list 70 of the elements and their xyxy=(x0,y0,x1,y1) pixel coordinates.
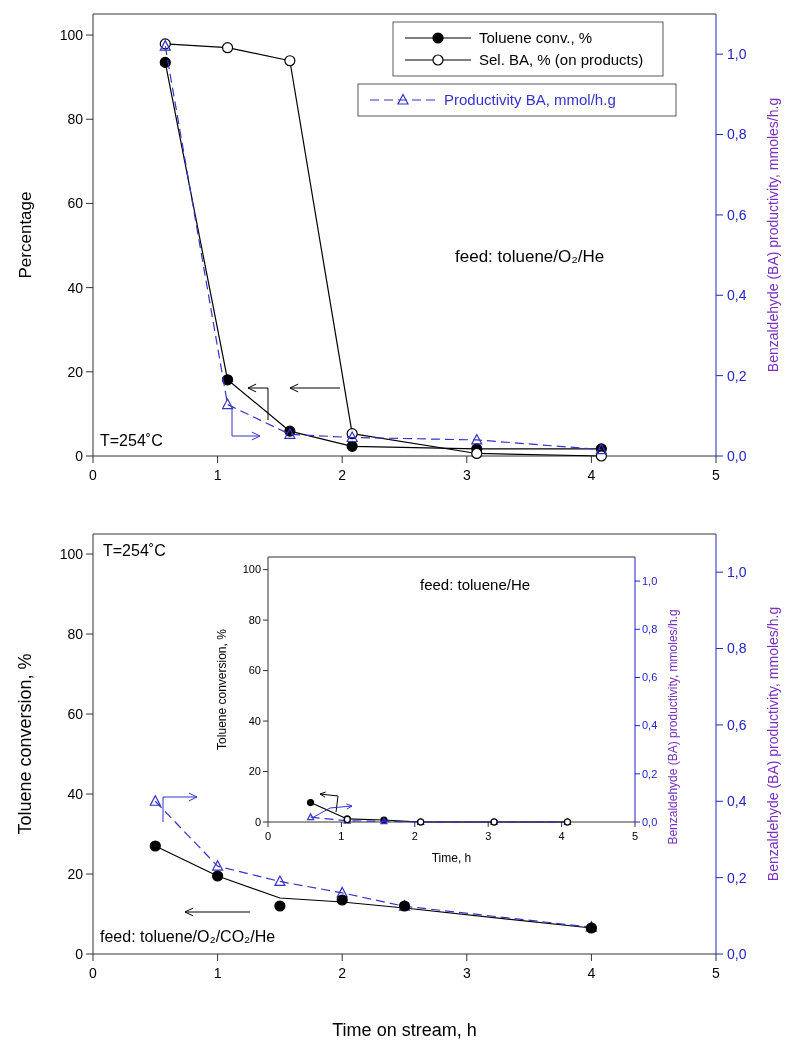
y2-tick-label: 0,8 xyxy=(642,623,658,636)
y2-tick-label: 0,2 xyxy=(642,767,658,780)
y-tick-label: 80 xyxy=(67,625,84,642)
y2-tick-label: 0,4 xyxy=(727,793,747,810)
annotation: feed: toluene/O₂/CO₂/He xyxy=(100,928,276,945)
x-tick-label: 2 xyxy=(338,467,347,483)
x-tick-label: 0 xyxy=(89,965,98,981)
y-tick-label: 0 xyxy=(75,447,84,464)
y2-axis-title: Benzaldehyde (BA) productivity, mmoles/h.g xyxy=(666,609,680,845)
x-tick-label: 4 xyxy=(587,467,596,483)
y2-tick-label: 1,0 xyxy=(642,574,658,587)
y-axis-title: Toluene conversion, % xyxy=(215,628,229,750)
x-tick-label: 5 xyxy=(631,830,639,842)
y2-tick-label: 0,4 xyxy=(642,719,658,732)
y2-tick-label: 0,6 xyxy=(642,671,658,684)
y-tick-label: 20 xyxy=(67,363,84,380)
legend-label: Sel. BA, % (on products) xyxy=(479,51,644,68)
y2-tick-label: 0,6 xyxy=(727,206,747,223)
x-tick-label: 3 xyxy=(485,830,492,842)
x-tick-label: 2 xyxy=(338,965,347,981)
y-tick-label: 0 xyxy=(254,815,261,828)
x-tick-label: 4 xyxy=(587,965,596,981)
y-tick-label: 100 xyxy=(242,563,261,576)
y-axis-title: Toluene conversion, % xyxy=(15,653,35,835)
y2-tick-label: 0,2 xyxy=(727,367,747,384)
y2-tick-label: 1,0 xyxy=(727,46,747,63)
y2-tick-label: 0,0 xyxy=(727,945,747,962)
y2-axis-title: Benzaldehyde (BA) productivity, mmoles/h.g xyxy=(765,606,781,882)
x-tick-label: 2 xyxy=(411,830,418,842)
x-tick-label: 1 xyxy=(338,830,345,842)
y-tick-label: 0 xyxy=(75,945,84,962)
y2-tick-label: 0,8 xyxy=(727,640,747,657)
y-tick-label: 40 xyxy=(67,785,84,802)
x-axis-title: Time, h xyxy=(431,851,472,865)
y-tick-label: 40 xyxy=(67,279,84,296)
y-tick-label: 60 xyxy=(248,664,261,677)
y-tick-label: 20 xyxy=(67,865,84,882)
y2-tick-label: 1,0 xyxy=(727,564,747,581)
legend-label: Productivity BA, mmol/h.g xyxy=(444,91,616,108)
y2-tick-label: 0,6 xyxy=(727,716,747,733)
x-tick-label: 1 xyxy=(213,965,222,981)
x-tick-label: 0 xyxy=(264,830,272,842)
x-tick-label: 5 xyxy=(712,965,721,981)
annotation: T=254˚C xyxy=(103,542,166,559)
y-tick-label: 80 xyxy=(248,613,261,626)
y-tick-label: 80 xyxy=(67,111,84,128)
annotation: feed: toluene/He xyxy=(420,576,531,593)
y-axis-title: Percentage xyxy=(16,191,35,279)
y2-tick-label: 0,4 xyxy=(727,287,747,304)
y-tick-label: 60 xyxy=(67,195,84,212)
y2-tick-label: 0,0 xyxy=(642,815,658,828)
y-tick-label: 100 xyxy=(59,545,84,562)
y2-axis-title: Benzaldehyde (BA) productivity, mmoles/h.g xyxy=(765,97,781,373)
x-tick-label: 3 xyxy=(462,965,471,981)
x-tick-label: 0 xyxy=(89,467,98,483)
x-tick-label: 1 xyxy=(213,467,222,483)
x-tick-label: 5 xyxy=(712,467,721,483)
x-axis-title: Time on stream, h xyxy=(332,1020,477,1040)
y2-tick-label: 0,8 xyxy=(727,126,747,143)
y-tick-label: 20 xyxy=(248,765,261,778)
x-tick-label: 3 xyxy=(462,467,471,483)
y-tick-label: 40 xyxy=(248,714,261,727)
legend-label: Toluene conv., % xyxy=(479,29,593,46)
y2-tick-label: 0,0 xyxy=(727,447,747,464)
x-tick-label: 4 xyxy=(558,830,565,842)
y2-tick-label: 0,2 xyxy=(727,869,747,886)
y-tick-label: 100 xyxy=(59,26,84,43)
y-tick-label: 60 xyxy=(67,705,84,722)
annotation: feed: toluene/O₂/He xyxy=(455,247,605,266)
annotation: T=254˚C xyxy=(100,432,163,449)
